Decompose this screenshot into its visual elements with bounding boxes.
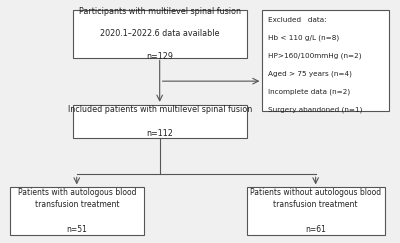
Text: Excluded   data:

Hb < 110 g/L (n=8)

HP>160/100mmHg (n=2)

Aged > 75 years (n=4: Excluded data: Hb < 110 g/L (n=8) HP>160…	[268, 17, 363, 113]
Text: Included patients with multilevel spinal fusion

n=112: Included patients with multilevel spinal…	[68, 105, 252, 138]
FancyBboxPatch shape	[246, 187, 385, 234]
FancyBboxPatch shape	[73, 105, 246, 138]
Text: Patients without autologous blood
transfusion treatment

n=61: Patients without autologous blood transf…	[250, 188, 381, 234]
FancyBboxPatch shape	[73, 10, 246, 58]
Text: Participants with multilevel spinal fusion

2020.1–2022.6 data available

n=129: Participants with multilevel spinal fusi…	[79, 7, 241, 61]
Text: Patients with autologous blood
transfusion treatment

n=51: Patients with autologous blood transfusi…	[18, 188, 136, 234]
FancyBboxPatch shape	[10, 187, 144, 234]
FancyBboxPatch shape	[262, 10, 389, 111]
